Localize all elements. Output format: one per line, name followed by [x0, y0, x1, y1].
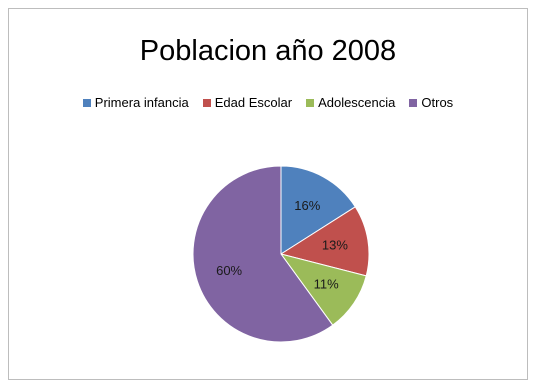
legend-item-otros: Otros: [409, 95, 453, 110]
legend-label: Primera infancia: [94, 95, 189, 110]
legend-swatch: [409, 98, 418, 107]
slice-primera-infancia: [280, 165, 356, 255]
legend-item-edad-escolar: Edad Escolar: [202, 95, 293, 110]
legend-swatch: [82, 98, 91, 107]
legend-swatch: [306, 98, 315, 107]
legend-item-primera-infancia: Primera infancia: [82, 95, 189, 110]
chart-legend: Primera infancia Edad Escolar Adolescenc…: [9, 95, 527, 110]
legend-item-adolescencia: Adolescencia: [306, 95, 395, 110]
slice-otros: [192, 165, 334, 343]
chart-title: Poblacion año 2008: [139, 35, 397, 67]
slice-label: 60%: [216, 263, 242, 278]
slice-label: 11%: [314, 277, 339, 292]
pie-chart: 16% 13% 11% 60%: [192, 165, 370, 343]
slice-edad-escolar: [279, 206, 370, 277]
legend-label: Otros: [421, 95, 454, 110]
chart-frame: Poblacion año 2008 Primera infancia Edad…: [8, 8, 528, 380]
slice-label: 16%: [294, 198, 320, 213]
legend-swatch: [202, 98, 211, 107]
legend-label: Adolescencia: [318, 95, 396, 110]
legend-label: Edad Escolar: [214, 95, 293, 110]
slice-label: 13%: [322, 237, 348, 252]
